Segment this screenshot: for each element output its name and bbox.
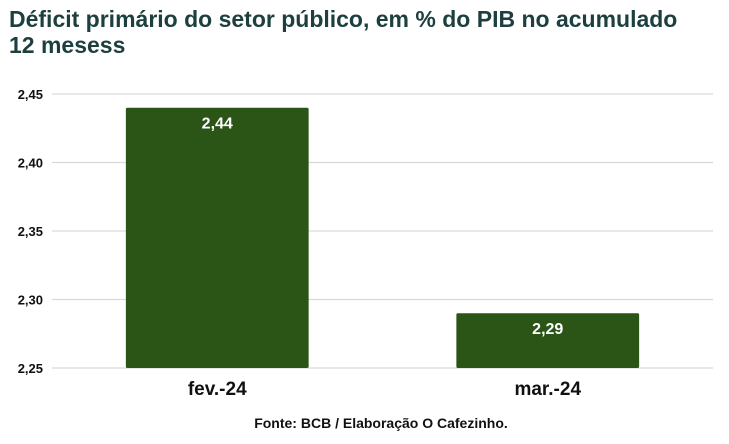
x-axis-ticks: fev.-24 mar.-24	[188, 379, 582, 400]
y-tick-label: 2,40	[18, 156, 43, 171]
x-tick-label: mar.-24	[514, 379, 581, 400]
bar	[456, 313, 640, 368]
chart-title: Déficit primário do setor público, em % …	[9, 6, 678, 58]
bar	[125, 107, 309, 368]
y-axis-ticks: 2,25 2,30 2,35 2,40 2,45	[18, 87, 43, 376]
bar-value-label: 2,29	[532, 321, 563, 338]
bars	[125, 107, 640, 368]
y-tick-label: 2,30	[18, 293, 43, 308]
y-tick-label: 2,45	[18, 87, 43, 102]
x-tick-label: fev.-24	[188, 379, 247, 400]
source-note: Fonte: BCB / Elaboração O Cafezinho.	[254, 415, 508, 431]
bar-chart: 2,25 2,30 2,35 2,40 2,45 2,44 2,29 fev.-24 mar…	[18, 87, 713, 400]
bar-value-labels: 2,44 2,29	[202, 116, 564, 339]
y-tick-label: 2,25	[18, 361, 43, 376]
bar-value-label: 2,44	[202, 116, 233, 133]
y-tick-label: 2,35	[18, 224, 43, 239]
